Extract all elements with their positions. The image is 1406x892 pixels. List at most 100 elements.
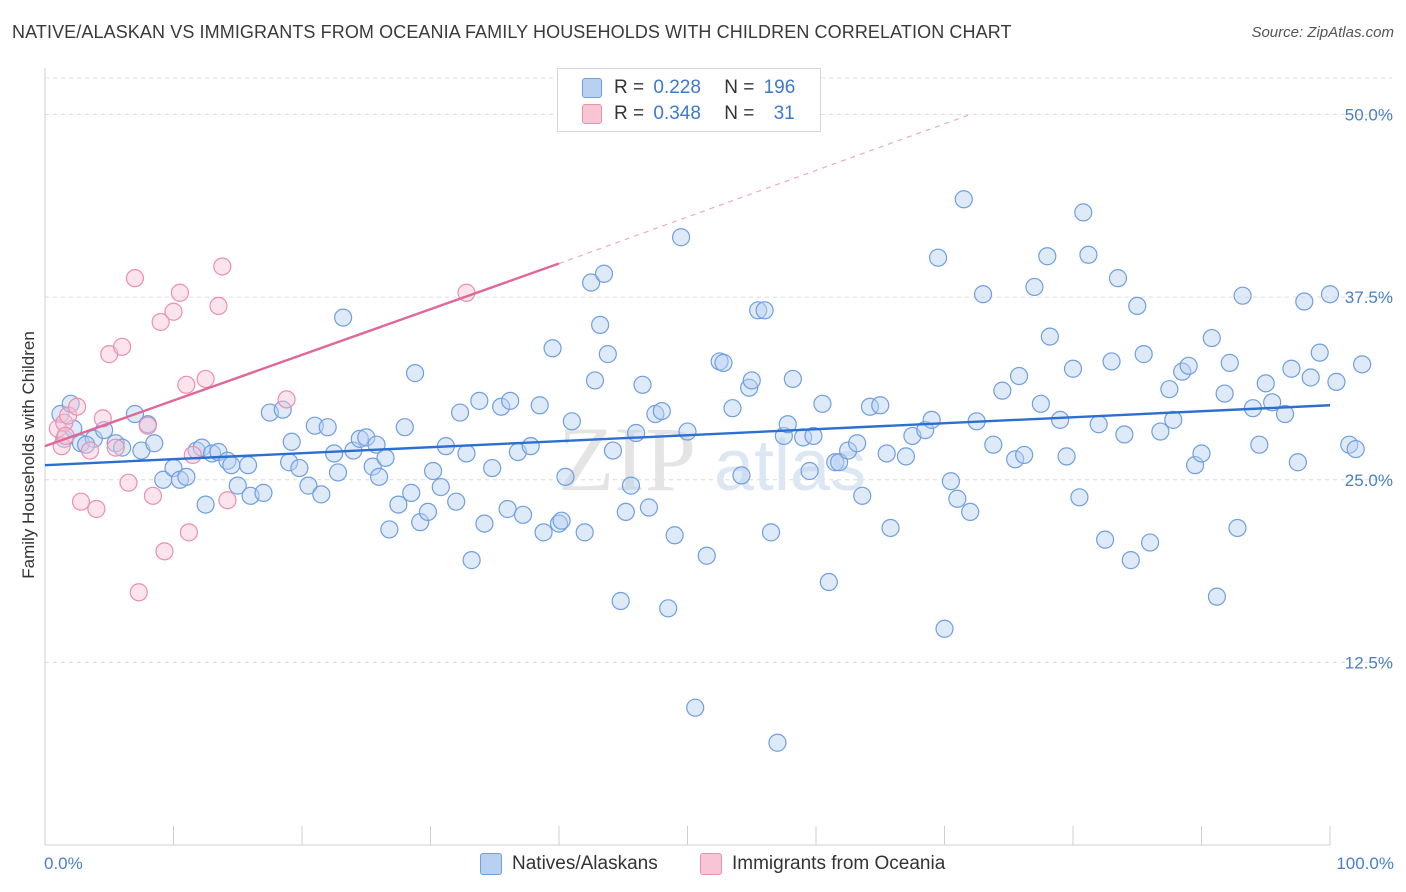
point-natives — [325, 444, 344, 463]
point-natives — [363, 457, 382, 476]
point-natives — [1160, 380, 1179, 399]
point-natives — [402, 483, 421, 503]
point-natives — [282, 432, 301, 451]
y-axis-label: Family Households with Children — [19, 331, 38, 579]
point-natives — [723, 399, 742, 418]
point-natives — [1006, 450, 1025, 469]
point-natives — [1070, 488, 1089, 507]
x-tick-label-max: 100.0% — [1336, 854, 1394, 873]
legend-swatch-natives — [582, 78, 602, 98]
point-natives — [483, 458, 502, 478]
point-oceania — [138, 416, 157, 435]
point-natives — [848, 434, 867, 453]
point-natives — [1320, 285, 1340, 304]
point-natives — [1079, 245, 1098, 264]
point-natives — [1121, 551, 1140, 570]
point-natives — [853, 486, 872, 505]
point-oceania — [112, 337, 132, 356]
point-oceania — [143, 486, 163, 505]
point-oceania — [277, 390, 296, 409]
point-natives — [462, 551, 481, 570]
chart-title: NATIVE/ALASKAN VS IMMIGRANTS FROM OCEANI… — [12, 22, 1012, 42]
source-credit: Source: ZipAtlas.com — [1251, 24, 1394, 41]
point-natives — [804, 426, 823, 446]
point-natives — [665, 526, 684, 545]
point-natives — [1215, 384, 1234, 403]
point-natives — [1202, 328, 1221, 348]
point-natives — [1096, 530, 1115, 549]
watermark: ZIP atlas — [558, 408, 866, 510]
point-oceania — [209, 296, 228, 316]
point-natives — [984, 435, 1003, 454]
trend-line-natives — [44, 404, 1331, 467]
point-oceania — [177, 375, 196, 394]
legend-r-value-oceania: 0.348 — [653, 103, 701, 124]
point-natives — [742, 371, 761, 390]
point-natives — [826, 453, 845, 472]
point-natives — [621, 476, 641, 495]
point-oceania — [151, 312, 170, 332]
point-natives — [598, 345, 617, 364]
point-natives — [1192, 444, 1211, 463]
legend-r-label: R = — [614, 103, 645, 124]
point-natives — [328, 463, 348, 482]
trend-extension-oceania — [558, 113, 971, 265]
point-oceania — [106, 438, 125, 457]
point-natives — [761, 523, 781, 542]
point-natives — [1063, 359, 1083, 378]
point-natives — [1353, 355, 1372, 374]
point-natives — [380, 520, 399, 539]
point-natives — [1301, 368, 1320, 387]
point-oceania — [68, 397, 87, 416]
point-natives — [521, 437, 540, 456]
point-natives — [1295, 292, 1314, 311]
point-oceania — [155, 542, 174, 561]
data-points — [48, 190, 1372, 752]
point-natives — [633, 375, 652, 394]
y-tick-label: 12.5% — [1345, 653, 1393, 672]
point-oceania — [119, 473, 138, 492]
point-natives — [1179, 356, 1198, 375]
point-natives — [552, 511, 571, 530]
point-oceania — [179, 523, 199, 542]
point-natives — [543, 339, 562, 358]
point-natives — [1134, 345, 1153, 364]
point-oceania — [196, 369, 215, 389]
point-natives — [714, 353, 733, 372]
point-natives — [534, 523, 553, 542]
point-natives — [871, 396, 890, 415]
point-natives — [1038, 247, 1057, 266]
point-natives — [411, 513, 430, 532]
point-natives — [1310, 343, 1329, 362]
point-oceania — [87, 499, 106, 519]
point-natives — [1128, 296, 1147, 316]
point-natives — [1228, 518, 1247, 538]
point-natives — [1256, 374, 1275, 393]
point-natives — [1108, 269, 1128, 288]
point-natives — [423, 461, 443, 481]
point-natives — [783, 369, 802, 389]
point-natives — [749, 301, 768, 320]
point-natives — [1051, 410, 1070, 429]
point-natives — [1009, 366, 1029, 386]
point-natives — [935, 619, 954, 638]
legend-r-label: R = — [614, 77, 645, 98]
point-natives — [350, 429, 369, 448]
point-natives — [357, 428, 376, 447]
legend-r-value-natives: 0.228 — [653, 77, 701, 98]
point-oceania — [213, 257, 232, 276]
point-natives — [1282, 359, 1301, 378]
point-natives — [238, 456, 258, 475]
point-natives — [395, 418, 414, 437]
point-oceania — [129, 583, 148, 602]
y-tick-label: 37.5% — [1345, 288, 1393, 307]
point-natives — [1015, 445, 1034, 465]
point-natives — [376, 448, 395, 467]
legend-n-label: N = — [724, 77, 755, 98]
point-natives — [450, 403, 470, 422]
point-natives — [418, 502, 438, 522]
point-natives — [575, 523, 594, 542]
point-natives — [530, 396, 549, 415]
point-natives — [273, 400, 292, 419]
